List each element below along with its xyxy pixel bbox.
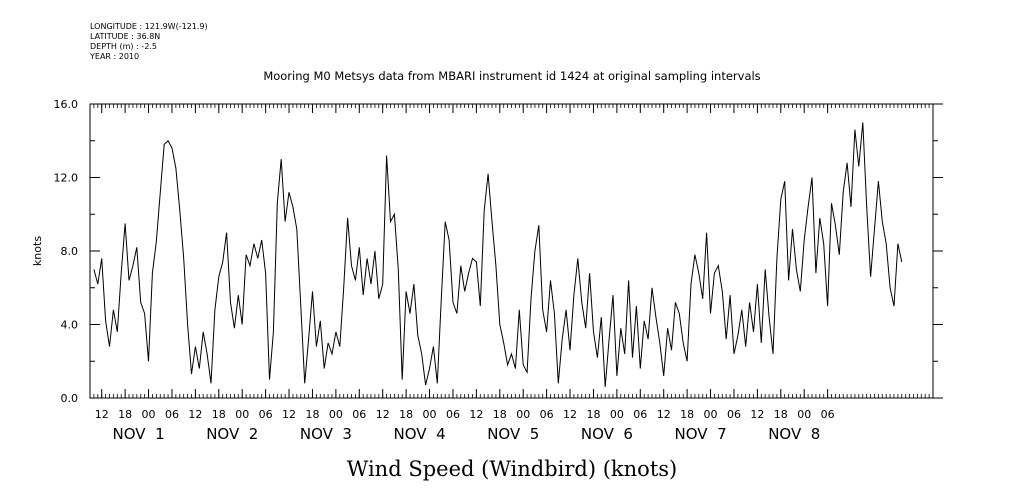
x-tick-label: 00 <box>329 408 343 421</box>
x-tick-label: 18 <box>493 408 507 421</box>
x-tick-label: 00 <box>704 408 718 421</box>
x-tick-label: 18 <box>680 408 694 421</box>
longitude-label: LONGITUDE : 121.9W(-121.9) <box>90 22 208 31</box>
x-tick-label: 12 <box>563 408 577 421</box>
y-tick-label: 16.0 <box>54 98 79 111</box>
x-date-label: NOV 2 <box>206 425 258 443</box>
metadata-block: LONGITUDE : 121.9W(-121.9) LATITUDE : 36… <box>90 22 208 62</box>
x-tick-label: 18 <box>586 408 600 421</box>
x-tick-label: 06 <box>165 408 179 421</box>
latitude-label: LATITUDE : 36.8N <box>90 32 161 41</box>
x-tick-label: 00 <box>516 408 530 421</box>
depth-label: DEPTH (m) : -2.5 <box>90 42 157 51</box>
x-tick-label: 18 <box>399 408 413 421</box>
y-tick-label: 8.0 <box>61 245 79 258</box>
x-tick-label: 12 <box>188 408 202 421</box>
x-tick-label: 06 <box>446 408 460 421</box>
x-tick-label: 06 <box>540 408 554 421</box>
x-axis-title: Wind Speed (Windbird) (knots) <box>347 457 677 481</box>
x-date-label: NOV 8 <box>768 425 820 443</box>
x-tick-label: 12 <box>657 408 671 421</box>
x-tick-label: 00 <box>610 408 624 421</box>
x-tick-label: 12 <box>469 408 483 421</box>
x-tick-label: 18 <box>212 408 226 421</box>
y-tick-label: 12.0 <box>54 172 79 185</box>
x-tick-label: 06 <box>821 408 835 421</box>
x-date-label: NOV 7 <box>675 425 727 443</box>
x-tick-label: 00 <box>142 408 156 421</box>
x-tick-label: 06 <box>633 408 647 421</box>
x-tick-label: 06 <box>727 408 741 421</box>
x-tick-label: 18 <box>774 408 788 421</box>
x-date-label: NOV 6 <box>581 425 633 443</box>
y-axis-title: knots <box>31 236 44 266</box>
y-tick-label: 0.0 <box>61 392 79 405</box>
x-tick-label: 00 <box>235 408 249 421</box>
x-tick-label: 00 <box>797 408 811 421</box>
x-tick-label: 06 <box>259 408 273 421</box>
x-tick-label: 00 <box>423 408 437 421</box>
x-tick-label: 06 <box>352 408 366 421</box>
x-tick-label: 12 <box>750 408 764 421</box>
wind-speed-line <box>93 122 903 388</box>
x-date-label: NOV 1 <box>113 425 165 443</box>
x-tick-label: 12 <box>282 408 296 421</box>
y-tick-label: 4.0 <box>61 319 79 332</box>
chart-title: Mooring M0 Metsys data from MBARI instru… <box>263 69 760 83</box>
x-date-label: NOV 4 <box>394 425 446 443</box>
x-date-label: NOV 3 <box>300 425 352 443</box>
x-date-label: NOV 5 <box>487 425 539 443</box>
plot-area: 12 18 00 06 12 18 00 06 12 18 00 06 12 18 00 06 12 18 00 06… <box>54 98 943 443</box>
year-label: YEAR : 2010 <box>90 52 140 61</box>
x-tick-label: 12 <box>376 408 390 421</box>
x-tick-label: 18 <box>118 408 132 421</box>
x-tick-label: 12 <box>95 408 109 421</box>
x-tick-label: 18 <box>305 408 319 421</box>
